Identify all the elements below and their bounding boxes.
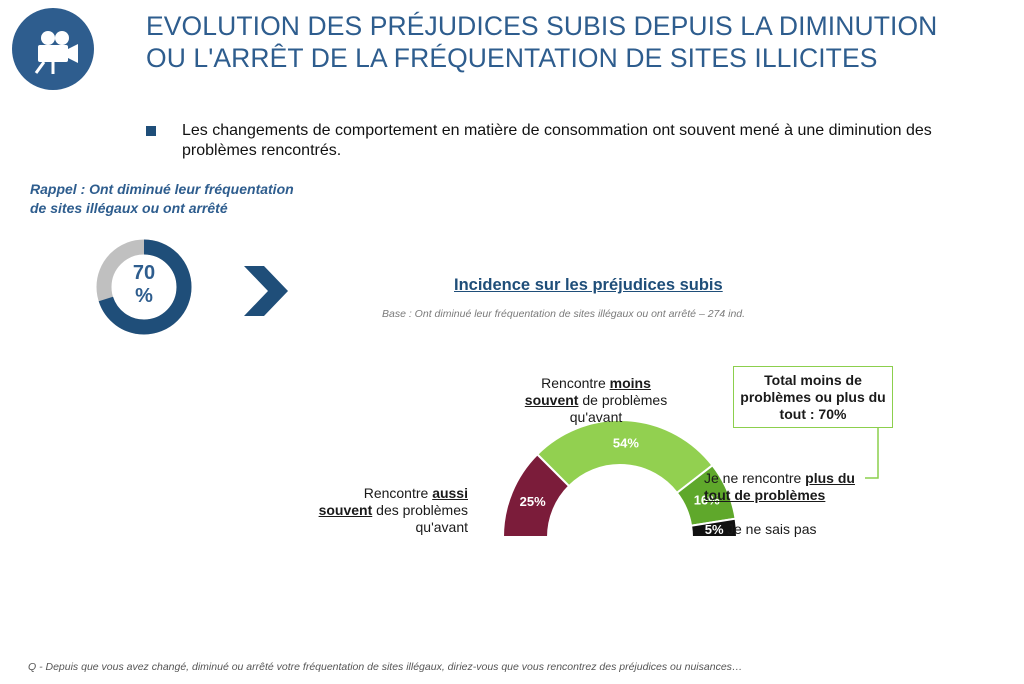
label-aussi-bold-1: aussi (432, 485, 468, 501)
camera-icon (34, 31, 78, 74)
segment-moins (535, 420, 714, 495)
label-moins-post-2: qu'avant (569, 409, 623, 425)
page-title: EVOLUTION DES PRÉJUDICES SUBIS DEPUIS LA… (146, 10, 1016, 74)
key-finding-text: Les changements de comportement en matiè… (182, 122, 932, 159)
logo-badge (12, 8, 94, 90)
label-plus-du-tout: Je ne rencontre plus du tout de problème… (704, 470, 879, 504)
label-aussi-post-2: qu'avant (415, 519, 469, 535)
label-moins-bold-1: moins (609, 375, 651, 391)
chart-title: Incidence sur les préjudices subis (454, 276, 723, 294)
chevron-right-icon (244, 266, 288, 316)
donut-value-number: 70 (132, 262, 156, 284)
label-aussi-souvent: Rencontre aussi souvent des problèmes qu… (300, 485, 468, 536)
recall-label: Rappel : Ont diminué leur fréquentation … (30, 180, 350, 218)
recall-donut-chart (96, 239, 192, 335)
label-moins-post: de problèmes (578, 392, 668, 408)
data-label-aussi: 25% (520, 494, 546, 509)
label-moins-pre: Rencontre (541, 375, 610, 391)
total-callout-box: Total moins de problèmes ou plus du tout… (733, 366, 893, 428)
data-label-nsp: 5% (705, 522, 724, 537)
label-moins-bold-2: souvent (524, 392, 579, 408)
label-aussi-bold-2: souvent (318, 502, 373, 518)
chart-base-note: Base : Ont diminué leur fréquentation de… (382, 308, 746, 320)
donut-value-label: 70 % (120, 262, 168, 308)
label-plus-bold-2: tout de problèmes (704, 487, 826, 503)
half-donut-chart: 25% 54% 16% 5% (501, 420, 739, 538)
page-title-line-2: OU L'ARRÊT DE LA FRÉQUENTATION DE SITES … (146, 43, 878, 73)
label-plus-bold-1: plus du (805, 470, 855, 486)
label-aussi-pre: Rencontre (363, 485, 433, 501)
segment-nsp (689, 517, 739, 538)
page-title-line-1: EVOLUTION DES PRÉJUDICES SUBIS DEPUIS LA… (146, 11, 938, 41)
donut-value-unit: % (135, 285, 153, 307)
data-label-plus: 16% (694, 492, 720, 507)
label-plus-pre: Je ne rencontre (704, 470, 806, 486)
bullet-square-icon (146, 126, 156, 136)
label-ne-sais-pas: Je ne sais pas (727, 521, 817, 537)
data-label-moins: 54% (613, 436, 639, 451)
donut-value-arc (96, 239, 192, 335)
recall-line-1: Rappel : Ont diminué leur fréquentation (30, 181, 294, 197)
question-footnote: Q - Depuis que vous avez changé, diminué… (28, 661, 743, 673)
label-moins-souvent: Rencontre moins souvent de problèmes qu'… (516, 375, 676, 426)
label-aussi-post: des problèmes (372, 502, 468, 518)
recall-line-2: de sites illégaux ou ont arrêté (30, 200, 228, 216)
